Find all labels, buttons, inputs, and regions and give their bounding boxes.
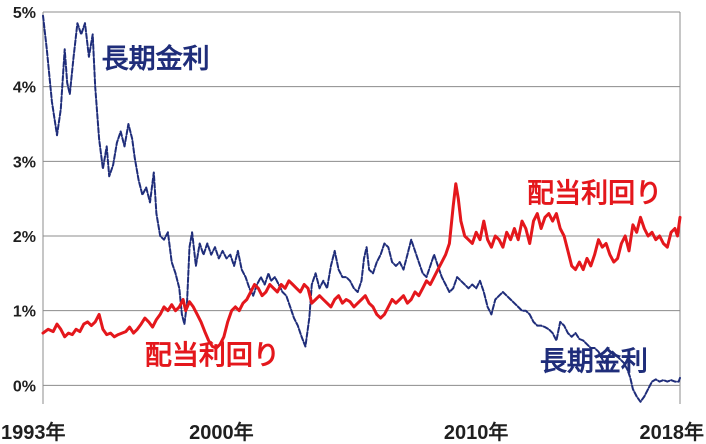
x-axis-ticks: 1993年 2000年 2010年 2018年 [1, 420, 704, 444]
series-annotation: 配当利回り [145, 340, 280, 371]
series-annotation: 配当利回り [527, 178, 662, 209]
x-tick-label: 2010年 [444, 420, 509, 444]
y-axis-ticks: 0% 1% 2% 3% 4% 5% [13, 5, 36, 395]
y-tick-label: 4% [13, 80, 36, 97]
x-tick-label: 1993年 [1, 420, 66, 444]
y-tick-label: 5% [13, 5, 36, 22]
y-tick-label: 1% [13, 304, 36, 321]
long-term-rate-line [42, 14, 681, 403]
x-tick-label: 2000年 [189, 420, 254, 444]
y-tick-label: 0% [13, 378, 36, 395]
dividend-yield-line [41, 182, 682, 350]
series-annotation: 長期金利 [102, 43, 210, 75]
x-tick-label: 2018年 [640, 420, 705, 444]
y-tick-label: 2% [13, 229, 36, 246]
gridlines [42, 11, 681, 404]
y-tick-label: 3% [13, 154, 36, 171]
series-lines [41, 14, 682, 403]
series-annotation: 長期金利 [540, 345, 648, 377]
